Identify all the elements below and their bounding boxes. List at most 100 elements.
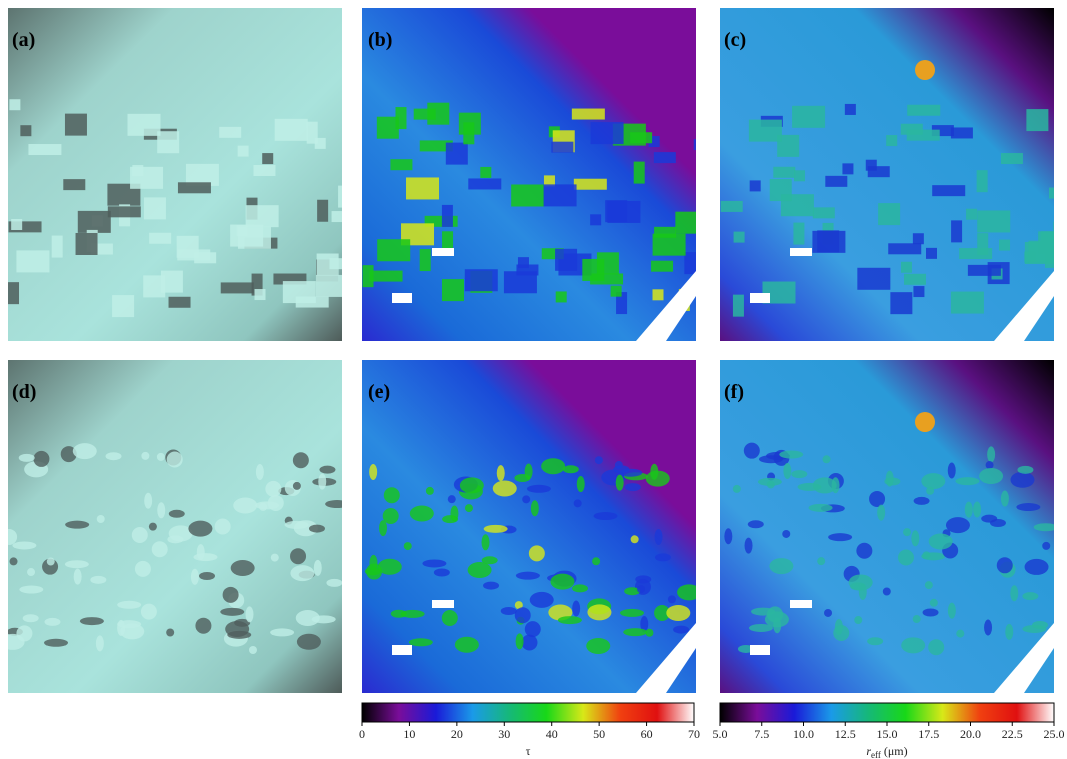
texture: [654, 605, 671, 622]
texture: [551, 141, 574, 153]
texture: [955, 477, 980, 486]
texture: [616, 292, 628, 315]
image-panel: [362, 360, 696, 693]
texture: [1010, 585, 1019, 602]
colorbar: [361, 702, 695, 723]
texture: [922, 608, 939, 617]
texture: [338, 185, 342, 208]
texture: [400, 609, 425, 618]
texture: [131, 527, 148, 544]
texture: [675, 211, 696, 234]
texture: [46, 557, 55, 566]
texture: [195, 617, 212, 634]
texture: [900, 123, 923, 135]
texture: [903, 273, 926, 285]
texture: [882, 587, 891, 596]
texture: [480, 166, 492, 178]
texture: [637, 585, 646, 594]
texture: [654, 553, 671, 562]
texture: [445, 142, 468, 165]
texture: [292, 481, 301, 490]
texture: [464, 504, 473, 513]
texture: [590, 214, 602, 226]
texture: [140, 603, 157, 620]
texture: [308, 524, 325, 533]
texture: [134, 560, 151, 577]
texture: [64, 560, 89, 569]
texture: [458, 112, 481, 135]
texture: [950, 127, 973, 139]
texture: [744, 537, 753, 554]
texture: [383, 487, 400, 504]
texture: [555, 248, 578, 271]
texture: [956, 629, 965, 638]
texture: [441, 609, 458, 626]
texture: [748, 119, 782, 142]
texture: [856, 542, 873, 559]
texture: [419, 140, 453, 152]
label-symbol: r: [866, 744, 871, 758]
texture: [921, 473, 946, 490]
texture: [90, 575, 107, 584]
texture: [157, 502, 166, 519]
no-data: [790, 248, 812, 256]
tick-label: 70: [688, 727, 700, 741]
image-panel: [8, 8, 342, 341]
image-panel: [362, 8, 696, 341]
texture: [857, 267, 891, 290]
texture: [977, 210, 1011, 233]
texture: [928, 533, 953, 550]
texture: [130, 166, 164, 189]
texture: [311, 615, 336, 624]
axis-label: τ: [526, 744, 531, 758]
tick-label: 20: [451, 727, 463, 741]
texture: [419, 249, 431, 272]
texture: [313, 559, 322, 576]
texture: [590, 122, 624, 145]
hot-spot: [915, 60, 935, 80]
texture: [654, 528, 663, 545]
no-data: [392, 645, 412, 655]
texture: [773, 166, 796, 178]
texture: [817, 557, 826, 566]
texture: [977, 233, 989, 256]
texture: [188, 520, 213, 537]
texture: [817, 230, 840, 253]
texture: [515, 633, 524, 650]
texture: [112, 295, 135, 318]
texture: [270, 628, 295, 637]
texture: [985, 461, 994, 470]
texture: [878, 203, 901, 226]
texture: [273, 273, 307, 285]
texture: [120, 623, 145, 640]
texture: [571, 584, 588, 593]
texture: [831, 477, 840, 494]
texture: [214, 518, 231, 535]
texture: [454, 636, 479, 653]
texture: [947, 602, 956, 619]
label-unit: (μm): [884, 744, 908, 758]
texture: [11, 219, 23, 231]
texture: [425, 486, 434, 495]
texture: [596, 252, 619, 275]
texture: [9, 99, 21, 111]
tick-label: 22.5: [1002, 727, 1023, 741]
texture: [382, 508, 399, 525]
texture: [73, 568, 82, 585]
texture: [654, 226, 677, 238]
texture: [503, 271, 537, 294]
texture: [317, 199, 329, 222]
texture: [413, 108, 436, 120]
texture: [318, 473, 327, 490]
texture: [290, 565, 315, 582]
texture: [897, 549, 914, 566]
no-data: [636, 271, 696, 341]
texture: [762, 281, 796, 304]
texture: [177, 249, 211, 261]
texture: [947, 462, 956, 479]
colorbar: [719, 702, 1055, 723]
texture: [117, 619, 126, 636]
texture: [63, 179, 86, 191]
texture: [377, 239, 411, 262]
tick-label: 0: [359, 727, 365, 741]
